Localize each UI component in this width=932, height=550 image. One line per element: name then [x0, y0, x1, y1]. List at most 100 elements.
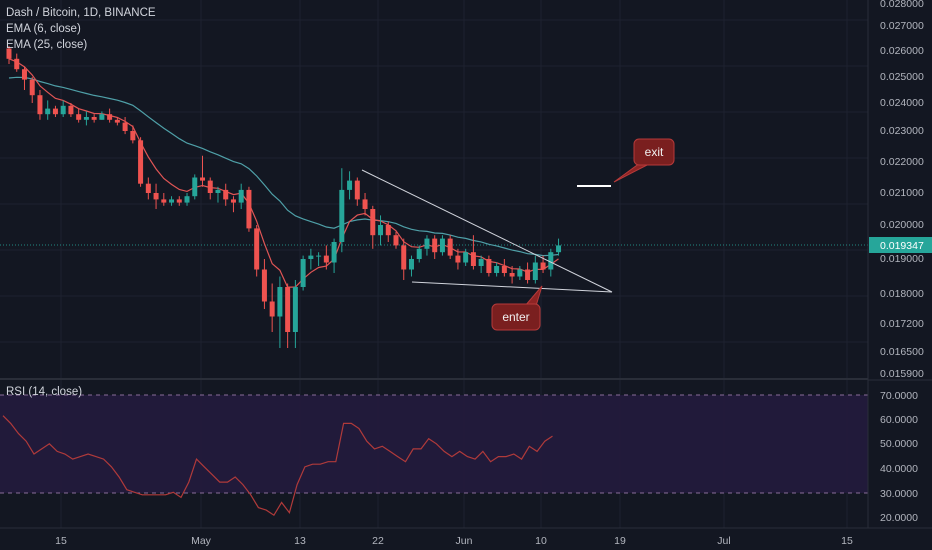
candle[interactable]: [432, 238, 438, 253]
candle[interactable]: [215, 189, 221, 193]
candle[interactable]: [207, 180, 213, 193]
rsi-line[interactable]: [2, 415, 553, 517]
candle[interactable]: [192, 177, 198, 197]
candle[interactable]: [91, 117, 97, 120]
rsi-tick: 30.0000: [880, 488, 918, 500]
chart-legend[interactable]: Dash / Bitcoin, 1D, BINANCE EMA (6, clos…: [6, 5, 156, 53]
candle[interactable]: [486, 259, 492, 273]
price-tick: 0.019000: [880, 253, 924, 265]
candle[interactable]: [99, 114, 105, 120]
candle[interactable]: [347, 180, 353, 190]
candle[interactable]: [393, 235, 399, 246]
candle[interactable]: [316, 255, 322, 257]
candle[interactable]: [308, 255, 314, 259]
candle[interactable]: [153, 193, 159, 200]
candle[interactable]: [385, 225, 391, 236]
candle[interactable]: [378, 225, 384, 236]
price-tick: 0.025000: [880, 71, 924, 83]
ema-6-line[interactable]: [8, 58, 559, 288]
candle[interactable]: [176, 199, 182, 203]
candle[interactable]: [463, 252, 469, 263]
symbol-title[interactable]: Dash / Bitcoin, 1D, BINANCE: [6, 7, 156, 19]
price-tick: 0.015900: [880, 368, 924, 380]
candle[interactable]: [145, 183, 151, 193]
candle[interactable]: [401, 245, 407, 270]
candle[interactable]: [6, 48, 12, 59]
candle[interactable]: [37, 95, 43, 115]
candle[interactable]: [107, 114, 113, 120]
candle[interactable]: [52, 108, 58, 115]
triangle-upper-line[interactable]: [361, 169, 613, 293]
candle[interactable]: [269, 301, 275, 317]
candle[interactable]: [223, 189, 229, 200]
candle[interactable]: [331, 242, 337, 263]
candle[interactable]: [540, 262, 546, 270]
time-tick: 13: [294, 535, 306, 547]
time-tick: 15: [841, 535, 853, 547]
candle[interactable]: [169, 199, 175, 203]
exit-callout[interactable]: exit: [613, 138, 675, 183]
ema-6-legend[interactable]: EMA (6, close): [6, 23, 81, 35]
candle[interactable]: [556, 245, 562, 253]
triangle-pattern[interactable]: [361, 169, 613, 293]
candle[interactable]: [14, 58, 20, 70]
candle[interactable]: [130, 131, 136, 141]
candle[interactable]: [161, 199, 167, 203]
candle[interactable]: [60, 105, 66, 115]
candle[interactable]: [447, 238, 453, 256]
candle[interactable]: [261, 269, 267, 302]
candle[interactable]: [455, 255, 461, 263]
candle[interactable]: [230, 199, 236, 203]
time-tick: 22: [372, 535, 384, 547]
candle[interactable]: [184, 196, 190, 203]
candle[interactable]: [200, 177, 205, 181]
candle[interactable]: [323, 255, 329, 263]
rsi-axis[interactable]: 70.0000 60.0000 50.0000 40.0000 30.0000 …: [868, 379, 932, 524]
candle[interactable]: [68, 105, 74, 115]
candle[interactable]: [370, 209, 376, 236]
candle[interactable]: [339, 189, 345, 242]
candle[interactable]: [246, 189, 252, 229]
candle[interactable]: [501, 266, 507, 273]
rsi-legend[interactable]: RSI (14, close): [6, 386, 83, 398]
price-tick: 0.021000: [880, 187, 924, 199]
candles[interactable]: [6, 46, 562, 348]
price-tick: 0.022000: [880, 156, 924, 168]
price-axis[interactable]: 0.028000 0.027000 0.026000 0.025000 0.02…: [867, 0, 932, 528]
candle[interactable]: [292, 287, 298, 332]
time-axis[interactable]: 15 May 13 22 Jun 10 19 Jul 15: [0, 527, 932, 547]
rsi-tick: 20.0000: [880, 512, 918, 524]
candle[interactable]: [424, 238, 430, 249]
candle[interactable]: [362, 199, 368, 209]
candle[interactable]: [525, 269, 531, 281]
candle[interactable]: [122, 122, 128, 131]
candle[interactable]: [238, 189, 244, 203]
triangle-lower-line[interactable]: [411, 281, 613, 293]
candle[interactable]: [138, 140, 144, 184]
candle[interactable]: [509, 273, 515, 277]
candle[interactable]: [45, 108, 51, 115]
candle[interactable]: [285, 287, 291, 332]
candle[interactable]: [439, 238, 445, 253]
candle[interactable]: [114, 119, 120, 123]
candle[interactable]: [470, 252, 476, 266]
candle[interactable]: [408, 259, 414, 270]
candle[interactable]: [254, 228, 260, 270]
ema-25-line[interactable]: [8, 76, 559, 257]
candle[interactable]: [76, 114, 82, 120]
candle[interactable]: [29, 79, 35, 96]
candle[interactable]: [416, 248, 422, 259]
candle[interactable]: [478, 259, 484, 266]
candle[interactable]: [517, 269, 523, 277]
candle[interactable]: [83, 117, 89, 120]
enter-callout[interactable]: enter: [491, 285, 543, 331]
candle[interactable]: [494, 266, 500, 273]
candle[interactable]: [300, 259, 306, 287]
candle[interactable]: [354, 180, 360, 200]
candle[interactable]: [277, 287, 283, 317]
candle[interactable]: [21, 69, 27, 80]
candle[interactable]: [532, 262, 538, 281]
ema-25-legend[interactable]: EMA (25, close): [6, 39, 88, 51]
candle[interactable]: [548, 252, 554, 270]
